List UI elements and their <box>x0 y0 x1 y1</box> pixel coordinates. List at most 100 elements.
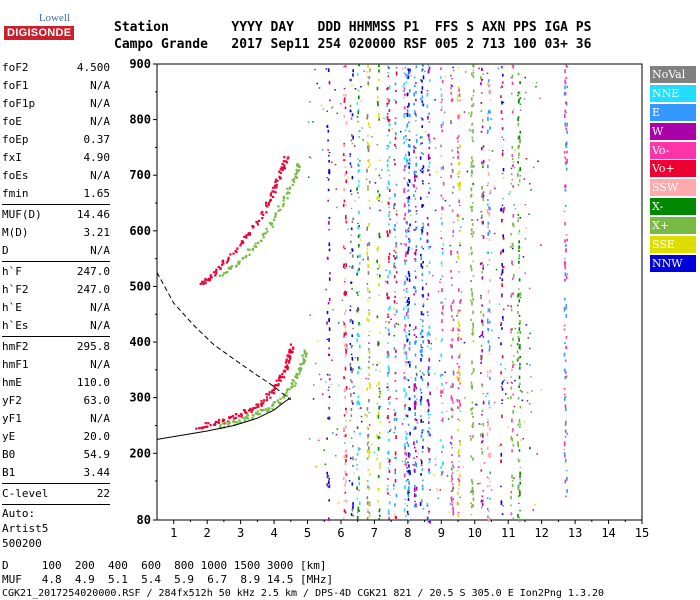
interference-dot <box>366 443 369 446</box>
interference-dot <box>422 225 425 230</box>
interference-dot <box>344 173 346 177</box>
noise-dot <box>444 199 447 202</box>
interference-dot <box>510 381 513 383</box>
interference-dot <box>458 406 461 410</box>
interference-dot <box>407 184 410 187</box>
interference-dot <box>356 486 358 491</box>
interference-dot <box>403 463 406 465</box>
interference-dot <box>517 458 520 460</box>
interference-dot <box>420 196 422 200</box>
interference-dot <box>427 519 430 523</box>
interference-dot <box>405 197 408 199</box>
interference-dot <box>502 237 505 240</box>
param-value: 0.37 <box>83 133 111 146</box>
interference-dot <box>377 500 379 503</box>
interference-dot <box>366 501 369 505</box>
interference-dot <box>406 299 409 303</box>
interference-dot <box>470 505 473 509</box>
noise-dot <box>520 439 522 441</box>
trace-dot <box>273 184 277 187</box>
noise-dot <box>320 378 322 381</box>
trace-dot <box>290 349 293 352</box>
noise-dot <box>513 405 516 408</box>
noise-dot <box>407 461 409 464</box>
interference-dot <box>414 258 417 262</box>
interference-dot <box>409 407 411 411</box>
interference-dot <box>442 207 444 210</box>
interference-dot <box>407 317 409 319</box>
interference-dot <box>451 467 453 471</box>
interference-dot <box>440 261 443 265</box>
interference-dot <box>327 149 329 151</box>
trace-dot <box>260 212 263 215</box>
trace-dot <box>201 280 204 283</box>
interference-dot <box>403 113 406 115</box>
noise-dot <box>385 269 387 271</box>
interference-dot <box>405 162 408 165</box>
interference-dot <box>388 296 390 299</box>
interference-dot <box>419 502 422 506</box>
trace-dot <box>227 423 230 426</box>
noise-dot <box>381 169 383 171</box>
interference-dot <box>378 282 380 287</box>
interference-dot <box>428 403 430 407</box>
noise-dot <box>358 164 360 167</box>
noise-dot <box>322 148 324 151</box>
interference-dot <box>343 388 346 393</box>
interference-dot <box>328 327 331 331</box>
interference-dot <box>404 165 406 167</box>
noise-dot <box>529 332 531 335</box>
interference-dot <box>344 346 347 351</box>
interference-dot <box>501 283 503 287</box>
param-name: M(D) <box>2 226 29 239</box>
noise-dot <box>371 135 373 138</box>
interference-dot <box>377 103 379 107</box>
noise-dot <box>421 156 423 158</box>
interference-dot <box>358 482 360 486</box>
interference-dot <box>486 131 489 134</box>
noise-dot <box>334 163 337 166</box>
interference-dot <box>351 254 354 258</box>
interference-dot <box>487 328 489 330</box>
interference-dot <box>457 466 460 469</box>
interference-dot <box>428 66 431 70</box>
interference-dot <box>480 110 483 112</box>
interference-dot <box>328 248 331 252</box>
noise-dot <box>419 370 421 372</box>
interference-dot <box>426 133 429 137</box>
interference-dot <box>480 433 482 437</box>
interference-dot <box>366 76 369 78</box>
interference-dot <box>450 98 453 103</box>
noise-dot <box>528 287 531 290</box>
interference-dot <box>358 210 360 215</box>
interference-dot <box>500 386 503 388</box>
trace-dot <box>285 161 289 164</box>
noise-dot <box>424 70 426 73</box>
interference-dot <box>387 233 389 237</box>
interference-dot <box>414 341 416 345</box>
interference-dot <box>344 357 346 359</box>
interference-dot <box>356 333 359 337</box>
param-value: 20.0 <box>83 430 111 443</box>
noise-dot <box>331 107 333 109</box>
trace-dot <box>274 186 277 189</box>
interference-dot <box>487 518 490 523</box>
noise-dot <box>393 335 395 337</box>
interference-dot <box>327 389 330 391</box>
interference-dot <box>428 140 431 144</box>
noise-dot <box>534 504 536 506</box>
noise-dot <box>490 489 493 491</box>
interference-dot <box>415 213 418 215</box>
interference-dot <box>487 224 489 229</box>
interference-dot <box>345 332 347 336</box>
trace-dot <box>267 203 270 206</box>
noise-dot <box>514 149 516 152</box>
interference-dot <box>470 114 472 118</box>
interference-dot <box>388 223 390 226</box>
param-row: fmin 1.65 <box>2 185 110 203</box>
interference-dot <box>480 361 482 364</box>
interference-dot <box>413 149 415 154</box>
interference-dot <box>450 385 452 388</box>
interference-dot <box>368 309 370 311</box>
trace-dot <box>236 421 239 424</box>
